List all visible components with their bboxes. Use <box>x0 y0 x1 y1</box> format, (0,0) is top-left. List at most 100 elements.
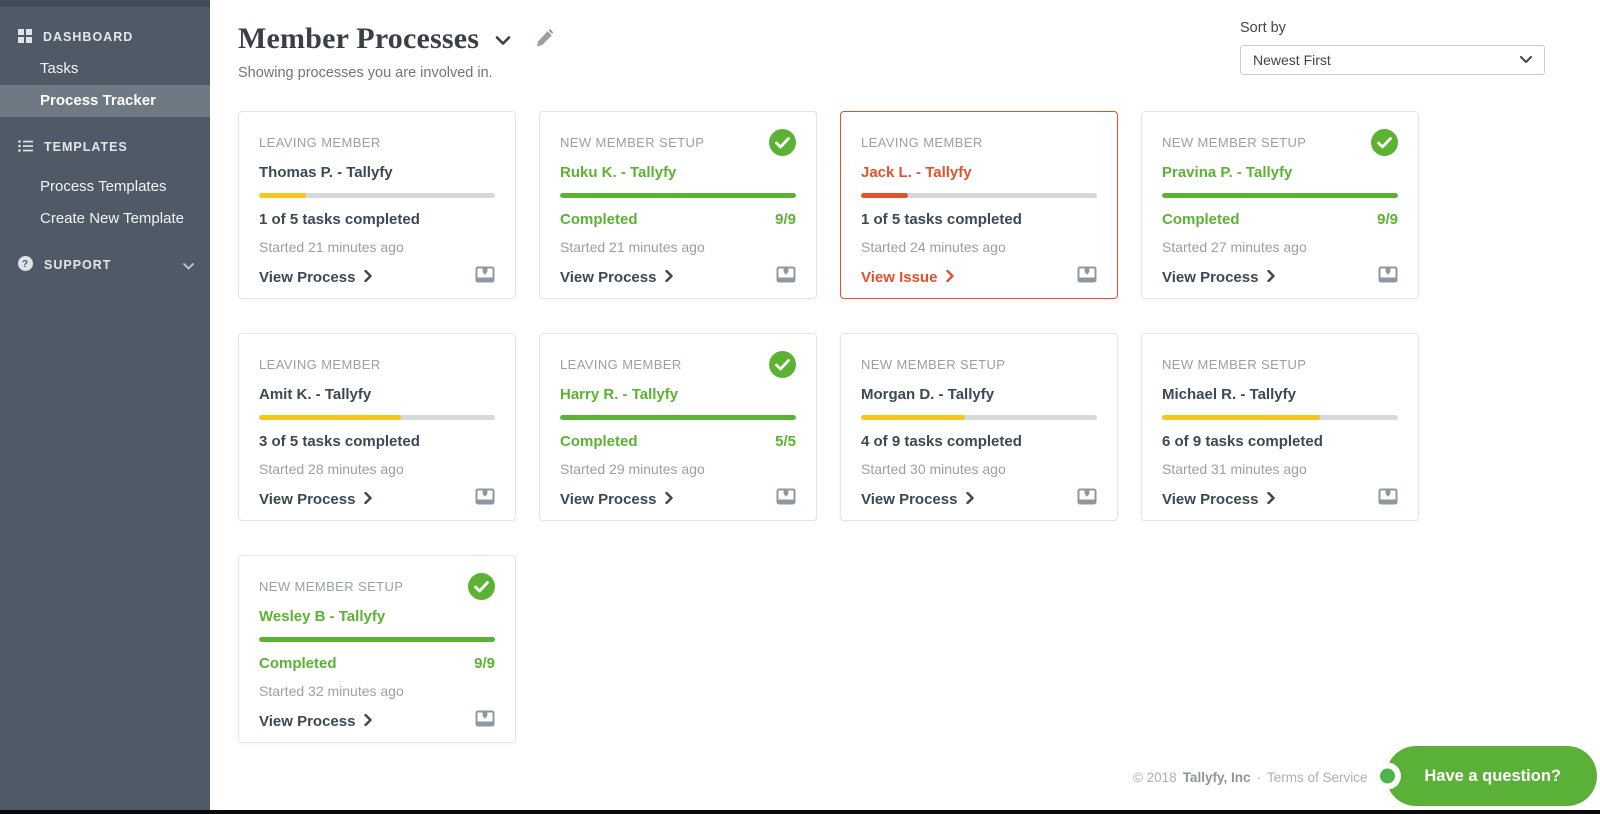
process-name[interactable]: Jack L. - Tallyfy <box>861 164 972 181</box>
view-process-link[interactable]: View Process <box>259 490 373 508</box>
process-card[interactable]: LEAVING MEMBER Jack L. - Tallyfy 1 of 5 … <box>840 111 1118 299</box>
process-name[interactable]: Morgan D. - Tallyfy <box>861 386 995 403</box>
sidebar-section-support[interactable]: ? SUPPORT <box>0 249 210 281</box>
process-cards-grid: LEAVING MEMBER Thomas P. - Tallyfy 1 of … <box>238 111 1600 743</box>
process-type-label: NEW MEMBER SETUP <box>560 135 705 150</box>
started-text: Started 21 minutes ago <box>560 239 705 255</box>
sidebar-item-process-templates[interactable]: Process Templates <box>40 178 167 195</box>
process-type-label: LEAVING MEMBER <box>259 135 381 150</box>
sidebar-item-create-new-template[interactable]: Create New Template <box>40 210 184 227</box>
monitor-icon[interactable] <box>475 710 495 732</box>
view-process-link[interactable]: View Process <box>259 712 373 730</box>
progress-fill <box>259 415 401 420</box>
chevron-down-icon <box>1520 51 1532 69</box>
monitor-icon[interactable] <box>1077 488 1097 510</box>
progress-bar <box>1162 193 1398 198</box>
view-process-link[interactable]: View Process <box>1162 490 1276 508</box>
monitor-icon[interactable] <box>1077 266 1097 288</box>
process-type-label: LEAVING MEMBER <box>259 357 381 372</box>
copyright-text: © 2018 <box>1132 770 1177 785</box>
chevron-right-icon <box>946 269 955 286</box>
company-name: Tallyfy, Inc <box>1182 770 1251 785</box>
view-process-link[interactable]: View Process <box>259 269 373 286</box>
process-card[interactable]: NEW MEMBER SETUP Ruku K. - Tallyfy Compl… <box>539 111 817 299</box>
progress-fill <box>560 193 796 198</box>
view-process-label: View Process <box>259 712 356 730</box>
progress-fill <box>259 637 495 642</box>
progress-fill <box>861 415 965 420</box>
view-process-label: View Issue <box>861 268 938 286</box>
svg-text:?: ? <box>22 259 29 270</box>
view-process-link[interactable]: View Process <box>1162 268 1276 286</box>
monitor-icon[interactable] <box>475 488 495 510</box>
process-card[interactable]: LEAVING MEMBER Harry R. - Tallyfy Comple… <box>539 333 817 521</box>
started-text: Started 28 minutes ago <box>259 461 404 477</box>
progress-bar <box>259 415 495 420</box>
sidebar-item-process-tracker[interactable]: Process Tracker <box>0 85 210 117</box>
bottom-edge-bar <box>0 810 1600 814</box>
sidebar-item-tasks[interactable]: Tasks <box>40 60 79 77</box>
footer-separator: · <box>1256 770 1261 785</box>
monitor-icon[interactable] <box>1378 266 1398 288</box>
list-icon <box>18 139 33 155</box>
chevron-down-icon[interactable] <box>495 33 511 51</box>
sidebar-section-label: SUPPORT <box>44 258 112 272</box>
process-card[interactable]: NEW MEMBER SETUP Pravina P. - Tallyfy Co… <box>1141 111 1419 299</box>
monitor-icon[interactable] <box>475 266 495 288</box>
progress-fill <box>1162 193 1398 198</box>
view-process-link[interactable]: View Process <box>861 491 975 508</box>
monitor-icon[interactable] <box>776 488 796 510</box>
process-name[interactable]: Ruku K. - Tallyfy <box>560 164 677 181</box>
process-name[interactable]: Harry R. - Tallyfy <box>560 386 679 403</box>
process-name[interactable]: Thomas P. - Tallyfy <box>259 164 393 181</box>
process-card[interactable]: NEW MEMBER SETUP Morgan D. - Tallyfy 4 o… <box>840 333 1118 521</box>
process-type-label: LEAVING MEMBER <box>560 357 682 372</box>
view-process-label: View Process <box>1162 268 1259 286</box>
chevron-down-icon[interactable] <box>183 259 194 273</box>
view-process-link[interactable]: View Process <box>560 268 674 286</box>
view-process-label: View Process <box>560 490 657 508</box>
status-text: Completed <box>560 433 638 450</box>
started-text: Started 21 minutes ago <box>259 239 404 255</box>
status-text: 1 of 5 tasks completed <box>259 211 420 228</box>
progress-bar <box>560 193 796 198</box>
view-process-link[interactable]: View Process <box>560 490 674 508</box>
view-process-label: View Process <box>1162 490 1259 508</box>
view-process-label: View Process <box>259 490 356 508</box>
started-text: Started 29 minutes ago <box>560 461 705 477</box>
progress-fill <box>1162 415 1321 420</box>
status-text: Completed <box>1162 211 1240 228</box>
view-process-label: View Process <box>560 268 657 286</box>
status-text: 3 of 5 tasks completed <box>259 433 420 450</box>
sidebar-section-dashboard: DASHBOARD <box>0 21 210 53</box>
process-card[interactable]: LEAVING MEMBER Amit K. - Tallyfy 3 of 5 … <box>238 333 516 521</box>
started-text: Started 31 minutes ago <box>1162 461 1307 477</box>
pencil-icon[interactable] <box>535 29 554 53</box>
process-name[interactable]: Amit K. - Tallyfy <box>259 386 372 403</box>
progress-bar <box>259 193 495 198</box>
monitor-icon[interactable] <box>776 266 796 288</box>
page-title: Member Processes <box>238 22 480 55</box>
process-type-label: NEW MEMBER SETUP <box>861 357 1006 372</box>
process-name[interactable]: Wesley B - Tallyfy <box>259 608 386 625</box>
sort-select[interactable]: Newest First <box>1240 45 1545 75</box>
main-content: Member Processes Showing processes you a… <box>210 0 1600 814</box>
view-process-link[interactable]: View Issue <box>861 268 955 286</box>
process-name[interactable]: Pravina P. - Tallyfy <box>1162 164 1293 181</box>
progress-bar <box>1162 415 1398 420</box>
status-text: 6 of 9 tasks completed <box>1162 433 1323 450</box>
process-name[interactable]: Michael R. - Tallyfy <box>1162 386 1296 403</box>
monitor-icon[interactable] <box>1378 488 1398 510</box>
chat-widget-button[interactable]: Have a question? <box>1374 746 1597 806</box>
progress-bar <box>259 637 495 642</box>
terms-of-service-link[interactable]: Terms of Service <box>1266 770 1368 785</box>
process-card[interactable]: NEW MEMBER SETUP Michael R. - Tallyfy 6 … <box>1141 333 1419 521</box>
started-text: Started 27 minutes ago <box>1162 239 1307 255</box>
process-card[interactable]: LEAVING MEMBER Thomas P. - Tallyfy 1 of … <box>238 111 516 299</box>
process-type-label: NEW MEMBER SETUP <box>1162 135 1307 150</box>
question-icon: ? <box>18 256 33 274</box>
chevron-right-icon <box>665 491 674 508</box>
process-card[interactable]: NEW MEMBER SETUP Wesley B - Tallyfy Comp… <box>238 555 516 743</box>
grid-icon <box>18 28 32 46</box>
